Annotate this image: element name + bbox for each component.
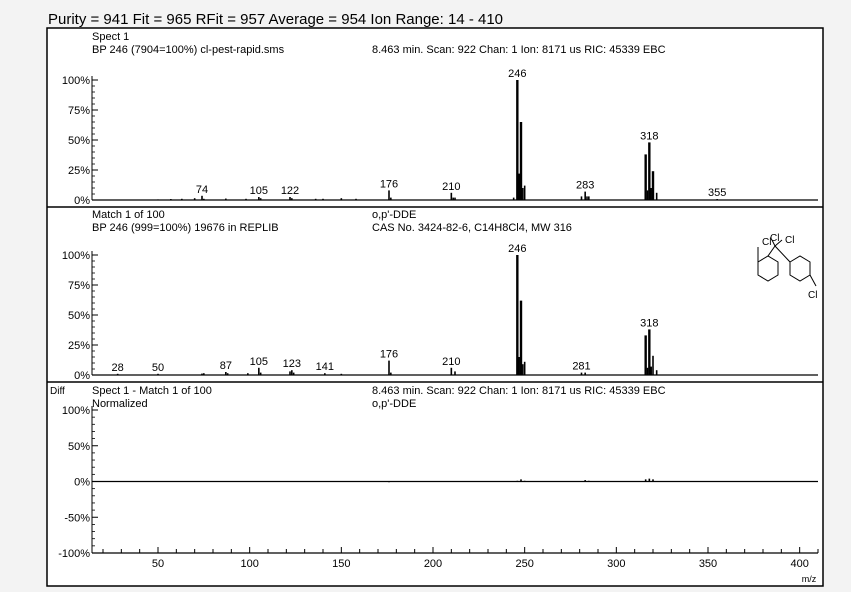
compound-name-label: o,p'-DDE	[372, 209, 416, 221]
peak-label-141: 141	[316, 361, 334, 373]
y-tick-label: 50%	[68, 441, 90, 453]
diff-scan-info-label: 8.463 min. Scan: 922 Chan: 1 Ion: 8171 u…	[372, 385, 666, 397]
diff-title-label: Spect 1 - Match 1 of 100	[92, 385, 212, 397]
peak-label-28: 28	[112, 362, 124, 374]
peak-label-122: 122	[281, 185, 299, 197]
peak-label-50: 50	[152, 362, 164, 374]
library-base-peak-label: BP 246 (999=100%) 19676 in REPLIB	[92, 222, 279, 234]
diff-corner-label: Diff	[50, 386, 65, 397]
y-tick-label: 0%	[74, 370, 90, 382]
peak-label-355: 355	[708, 187, 726, 199]
peak-label-210: 210	[442, 356, 460, 368]
y-tick-label: -50%	[64, 512, 90, 524]
purity-fit-summary: Purity = 941 Fit = 965 RFit = 957 Averag…	[48, 11, 503, 28]
x-tick-label: 50	[152, 558, 164, 570]
diff-normalized-label: Normalized	[92, 398, 148, 410]
chlorine-label-2: Cl	[785, 235, 794, 246]
y-tick-label: -100%	[58, 548, 90, 560]
chlorine-label-4: Cl	[808, 290, 817, 301]
match-label: Match 1 of 100	[92, 209, 165, 221]
y-tick-label: 75%	[68, 105, 90, 117]
scan-info-label: 8.463 min. Scan: 922 Chan: 1 Ion: 8171 u…	[372, 44, 666, 56]
peak-label-176: 176	[380, 349, 398, 361]
peak-label-210: 210	[442, 181, 460, 193]
peak-label-176: 176	[380, 178, 398, 190]
peak-label-105: 105	[250, 356, 268, 368]
peak-label-74: 74	[196, 184, 208, 196]
plot-frame	[47, 28, 823, 586]
y-tick-label: 50%	[68, 135, 90, 147]
y-tick-label: 100%	[62, 405, 90, 417]
peak-label-318: 318	[640, 130, 658, 142]
chlorine-label-3: Cl	[770, 233, 779, 244]
y-tick-label: 100%	[62, 250, 90, 262]
cas-info-label: CAS No. 3424-82-6, C14H8Cl4, MW 316	[372, 222, 572, 234]
x-tick-label: 200	[424, 558, 442, 570]
peak-label-105: 105	[250, 185, 268, 197]
peak-label-123: 123	[283, 358, 301, 370]
x-tick-label: 300	[607, 558, 625, 570]
x-tick-label: 100	[240, 558, 258, 570]
peak-label-246: 246	[508, 68, 526, 80]
x-tick-label: 150	[332, 558, 350, 570]
peak-label-283: 283	[576, 180, 594, 192]
y-tick-label: 100%	[62, 75, 90, 87]
peak-label-87: 87	[220, 360, 232, 372]
peak-label-246: 246	[508, 243, 526, 255]
x-axis-label: m/z	[802, 574, 817, 584]
peak-label-318: 318	[640, 317, 658, 329]
x-tick-label: 350	[699, 558, 717, 570]
y-tick-label: 50%	[68, 310, 90, 322]
x-tick-label: 400	[790, 558, 808, 570]
peak-label-281: 281	[572, 361, 590, 373]
x-tick-label: 250	[515, 558, 533, 570]
y-tick-label: 0%	[74, 477, 90, 489]
base-peak-label: BP 246 (7904=100%) cl-pest-rapid.sms	[92, 44, 285, 56]
y-tick-label: 0%	[74, 195, 90, 207]
spect-label: Spect 1	[92, 31, 129, 43]
y-tick-label: 25%	[68, 165, 90, 177]
y-tick-label: 75%	[68, 280, 90, 292]
y-tick-label: 25%	[68, 340, 90, 352]
diff-compound-label: o,p'-DDE	[372, 398, 416, 410]
